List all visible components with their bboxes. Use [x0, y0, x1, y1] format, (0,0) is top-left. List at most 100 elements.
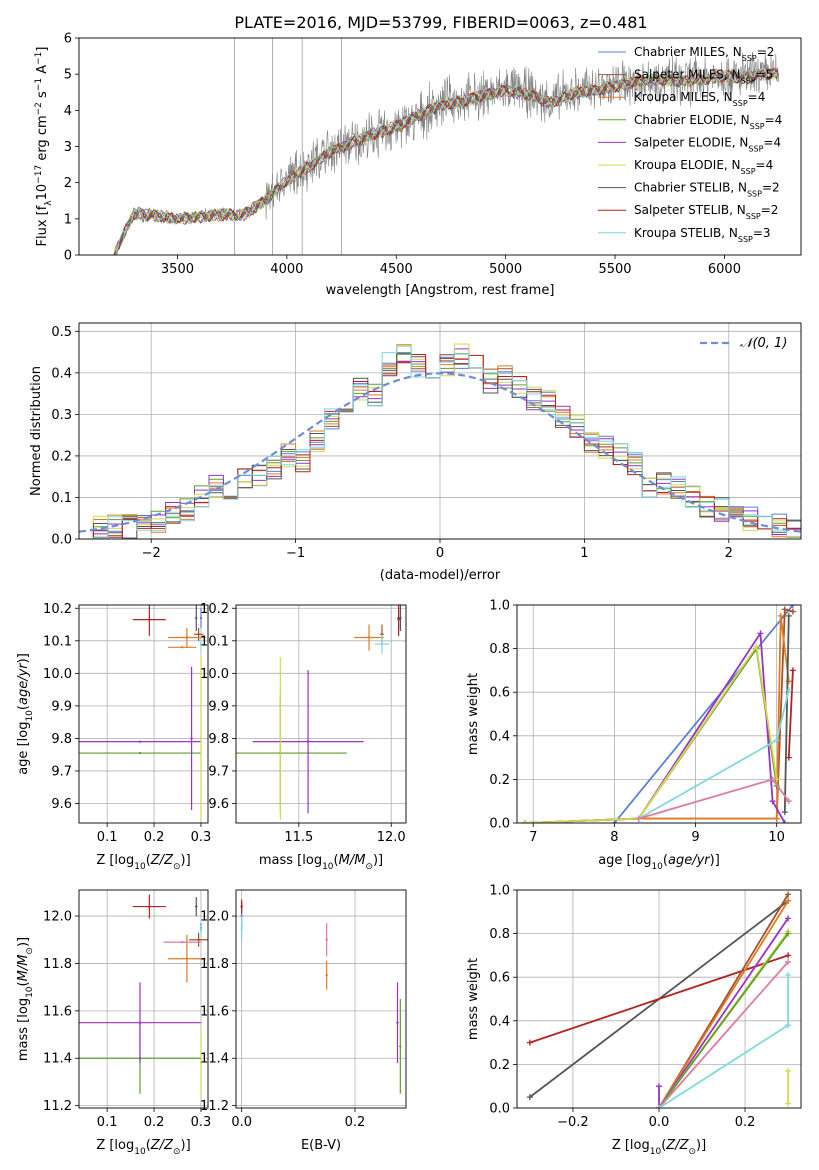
panel-mass_vs_ebv: 0.0 0.2 11.2 11.4 11.6 11.8 12.0 [200, 889, 407, 1130]
figure-title: PLATE=2016, MJD=53799, FIBERID=0063, z=0… [234, 13, 647, 32]
label-part: −2 [34, 102, 44, 115]
data-point [185, 957, 189, 960]
label-part: 10 [25, 710, 35, 722]
label-part: −1 [34, 52, 44, 65]
label-part: ( [334, 853, 339, 868]
label-part: )] [373, 853, 383, 868]
y-axis-label: age [log10(age/yr)] [16, 653, 35, 775]
x-tick-label: 8 [610, 830, 618, 845]
y-tick-label: 9.7 [208, 764, 229, 779]
y-tick-label: 0.3 [51, 408, 72, 423]
data-point [181, 646, 184, 649]
data-point [325, 938, 328, 941]
y-tick-label: 9.8 [208, 732, 229, 747]
plot-area [79, 894, 208, 1097]
label-part: )] [696, 1138, 706, 1153]
legend-entry-label: Kroupa MILES, NSSP=4 [634, 90, 765, 108]
y-tick-label: 2 [64, 176, 72, 191]
y-tick-label: 0 [64, 249, 72, 264]
axes-frame [235, 604, 407, 824]
y-tick-label: 12.0 [43, 910, 72, 925]
weight-series-line [658, 933, 789, 1108]
weight-marker [785, 897, 792, 904]
y-tick-label: 3 [64, 140, 72, 155]
y-tick-label: 9.9 [51, 699, 72, 714]
label-part: s [35, 91, 50, 102]
label-part: age [log [16, 722, 31, 775]
label-part: 10 [650, 1147, 662, 1157]
x-axis-label: Z [log10(Z/Z⊙)] [612, 1138, 706, 1157]
weight-marker [789, 667, 796, 674]
y-tick-label: 11.4 [200, 1052, 229, 1067]
label-part: =2 [761, 203, 779, 217]
label-part: ( [16, 705, 31, 710]
label-part: =4 [763, 135, 781, 149]
y-tick-label: 11.2 [200, 1099, 229, 1114]
weight-marker [781, 809, 788, 816]
label-part: −1 [34, 78, 44, 91]
label-part: ( [146, 853, 151, 868]
data-point [199, 642, 203, 646]
x-tick-label: 0.2 [345, 1115, 366, 1130]
label-part: age [log [598, 853, 651, 868]
x-tick-label: 9 [691, 830, 699, 845]
label-part: E(B-V) [301, 1138, 341, 1153]
y-tick-label: 10.1 [200, 634, 229, 649]
label-part: ( [16, 981, 31, 986]
label-part: Z [log [96, 853, 134, 868]
y-tick-label: 0.1 [51, 491, 72, 506]
y-tick-label: 0.8 [489, 927, 510, 942]
label-part: ⊙ [365, 862, 373, 872]
label-part: ( [146, 1138, 151, 1153]
weight-series-line [787, 670, 794, 758]
label-part: mass [log [259, 853, 322, 868]
axes-frame [235, 889, 407, 1109]
x-tick-label: −2 [142, 546, 161, 561]
weight-marker [656, 1083, 662, 1090]
weight-series-line [613, 605, 794, 823]
weight-marker [785, 754, 792, 761]
weight-marker [785, 1067, 792, 1074]
y-tick-label: 0.2 [489, 773, 510, 788]
label-part: Z [log [612, 1138, 650, 1153]
data-point [199, 929, 203, 932]
legend-entry-label: Chabrier MILES, NSSP=2 [634, 45, 774, 63]
y-tick-label: 5 [64, 68, 72, 83]
label-part: ] [35, 47, 50, 52]
label-part: )] [181, 853, 191, 868]
data-point [199, 616, 203, 620]
weight-marker [785, 958, 792, 965]
weight-series-line [658, 900, 789, 1108]
weight-marker [635, 815, 642, 822]
x-tick-label: 0.0 [649, 1115, 670, 1130]
legend-entry-label: 𝒩(0, 1) [740, 336, 787, 351]
label-part: SSP [741, 76, 756, 85]
y-tick-label: 0.0 [51, 533, 72, 548]
weight-marker [785, 891, 792, 898]
label-part: 10 [134, 862, 146, 872]
weight-marker [785, 1100, 792, 1107]
legend-entry-label: Salpeter STELIB, NSSP=2 [634, 203, 778, 221]
axes-frame [516, 889, 802, 1109]
data-point [197, 938, 200, 941]
weight-marker [781, 820, 788, 823]
data-point [138, 751, 142, 755]
y-tick-label: 1.0 [489, 884, 510, 899]
label-part: Z [log [96, 1138, 134, 1153]
label-part: ( [661, 1138, 666, 1153]
weight-marker [522, 820, 529, 823]
x-tick-label: 3500 [161, 262, 194, 277]
data-point [197, 633, 200, 636]
data-point [138, 1021, 142, 1024]
weight-marker [656, 1105, 662, 1108]
x-tick-label: 10 [768, 830, 785, 845]
label-part: 10 [134, 1147, 146, 1157]
label-part: A [35, 65, 50, 78]
y-tick-label: 0.2 [489, 1058, 510, 1073]
label-part: SSP [741, 167, 756, 176]
data-point [199, 1061, 203, 1065]
y-tick-label: 0.5 [51, 325, 72, 340]
data-point [306, 740, 310, 743]
label-part: Z/Z [150, 1138, 174, 1153]
weight-marker [753, 643, 760, 650]
